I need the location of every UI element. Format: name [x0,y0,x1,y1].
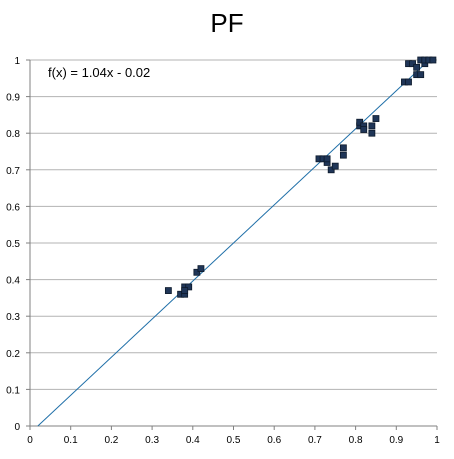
data-point [356,118,364,126]
y-tick-label: 0.8 [6,129,20,140]
y-tick-label: 0.1 [6,385,20,396]
x-tick-label: 0.6 [267,435,281,446]
x-tick-label: 0.3 [145,435,159,446]
y-tick-label: 0.4 [6,276,20,287]
y-tick-label: 0.3 [6,312,20,323]
trendline [37,59,430,427]
x-tick-label: 0.5 [227,435,241,446]
data-point [368,122,376,130]
x-tick-label: 0.2 [104,435,118,446]
data-point [409,60,416,68]
x-tick-label: 0.9 [389,435,403,446]
axes [26,59,438,430]
y-tick-label: 1 [14,56,20,67]
data-point [164,287,172,294]
data-point [181,287,189,294]
tick-labels: 0 0.1 0.2 0.3 0.4 0.5 0.6 0.7 0.8 0.9 1 0 0.1 0.2 0.3 0… [6,56,440,446]
data-point [339,144,347,152]
data-point [323,155,331,163]
data-point [372,115,380,122]
x-tick-label: 0 [27,435,33,446]
y-tick-label: 0.2 [6,349,20,360]
data-point [185,283,193,291]
data-point [368,129,376,137]
data-point [405,78,412,86]
x-tick-label: 1 [434,435,440,446]
data-point [193,268,201,276]
data-point [360,126,368,133]
data-point [417,71,425,79]
x-tick-label: 0.1 [64,435,78,446]
x-tick-label: 0.4 [186,435,200,446]
data-point [327,166,335,174]
data-point [197,265,205,273]
data-point [331,162,339,170]
trendline-equation-label: f(x) = 1.04x - 0.02 [48,65,150,80]
data-point [339,151,347,159]
x-tick-label: 0.7 [308,435,322,446]
data-point [429,56,437,64]
chart-title: PF [210,8,244,38]
trendline-layer [37,59,430,427]
y-tick-label: 0.9 [6,93,20,104]
data-point [413,63,421,71]
y-tick-label: 0.7 [6,166,20,177]
y-tick-label: 0 [14,422,20,433]
y-tick-label: 0.5 [6,239,20,250]
data-points [164,56,437,298]
y-tick-label: 0.6 [6,202,20,213]
x-tick-label: 0.8 [349,435,363,446]
